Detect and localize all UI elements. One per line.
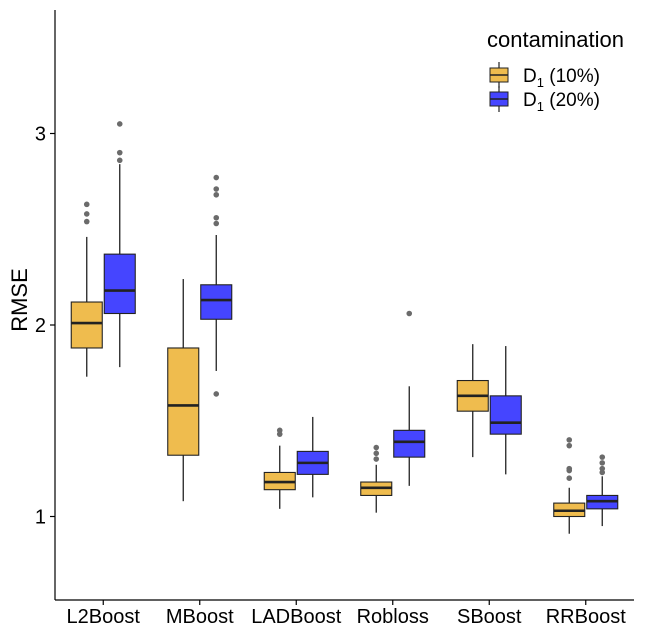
legend-title: contamination [487, 27, 624, 52]
box-mboost-series-2 [200, 174, 233, 397]
box-ladboost-series-2 [296, 416, 329, 498]
box-rrboost-series-1 [553, 437, 586, 534]
outlier-point [276, 431, 283, 437]
box-ladboost-series-1 [263, 427, 296, 509]
box-rrboost-series-2 [586, 454, 619, 527]
outlier-point [83, 211, 90, 217]
box-sboost-series-2 [489, 346, 522, 475]
outlier-point [566, 465, 573, 472]
box-body [393, 429, 426, 458]
outlier-point [599, 469, 606, 476]
outlier-point [116, 121, 123, 127]
x-tick-label: RRBoost [546, 606, 626, 628]
legend-entry-2: D1 (20%) [489, 86, 600, 114]
plot-area [70, 121, 619, 534]
outlier-point [213, 174, 220, 181]
x-tick-label: Robloss [357, 606, 429, 628]
outlier-point [116, 157, 123, 164]
outlier-point [213, 391, 220, 397]
outlier-point [599, 454, 606, 460]
x-tick-label: L2Boost [67, 606, 141, 628]
box-body [489, 395, 522, 435]
outlier-point [83, 201, 90, 208]
outlier-point [83, 218, 90, 225]
box-mboost-series-1 [167, 279, 200, 502]
outlier-point [213, 214, 220, 221]
box-body [167, 347, 200, 456]
outlier-point [213, 186, 220, 192]
x-ticks: L2Boost MBoost LADBoost Robloss SBoost RRBoos… [67, 600, 626, 628]
box-l2boost-series-2 [103, 121, 136, 368]
outlier-point [213, 220, 220, 227]
box-robloss-series-1 [360, 444, 393, 513]
box-l2boost-series-1 [70, 201, 103, 377]
box-body [70, 301, 103, 349]
x-tick-label: MBoost [166, 606, 234, 628]
outlier-point [599, 465, 606, 472]
outlier-point [373, 444, 380, 451]
box-robloss-series-2 [393, 310, 426, 486]
outlier-point [406, 310, 413, 317]
outlier-point [566, 437, 573, 443]
box-body [103, 253, 136, 315]
outlier-point [213, 191, 220, 198]
box-body [200, 284, 233, 320]
legend-entry-1: D1 (10%) [489, 62, 600, 90]
x-tick-label: SBoost [457, 606, 522, 628]
y-ticks: 1 2 3 [35, 124, 55, 529]
outlier-point [373, 456, 380, 462]
y-axis-title: RMSE [7, 268, 32, 332]
legend-label: D1 (20%) [523, 90, 600, 114]
outlier-point [599, 460, 606, 466]
axes: 1 2 3 L2Boost MBoost LADBoost Robloss SBoost RR… [7, 10, 634, 628]
y-tick-label: 1 [35, 507, 46, 529]
outlier-point [566, 475, 573, 482]
legend-entries: D1 (10%)D1 (20%) [489, 62, 600, 114]
x-tick-label: LADBoost [251, 606, 341, 628]
outlier-point [373, 450, 380, 457]
legend: contamination D1 (10%)D1 (20%) [470, 20, 646, 116]
outlier-point [116, 149, 123, 156]
legend-label: D1 (10%) [523, 66, 600, 90]
y-tick-label: 2 [35, 315, 46, 337]
outlier-point [276, 427, 283, 434]
outlier-point [566, 442, 573, 449]
y-tick-label: 3 [35, 124, 46, 146]
box-sboost-series-1 [456, 344, 489, 458]
